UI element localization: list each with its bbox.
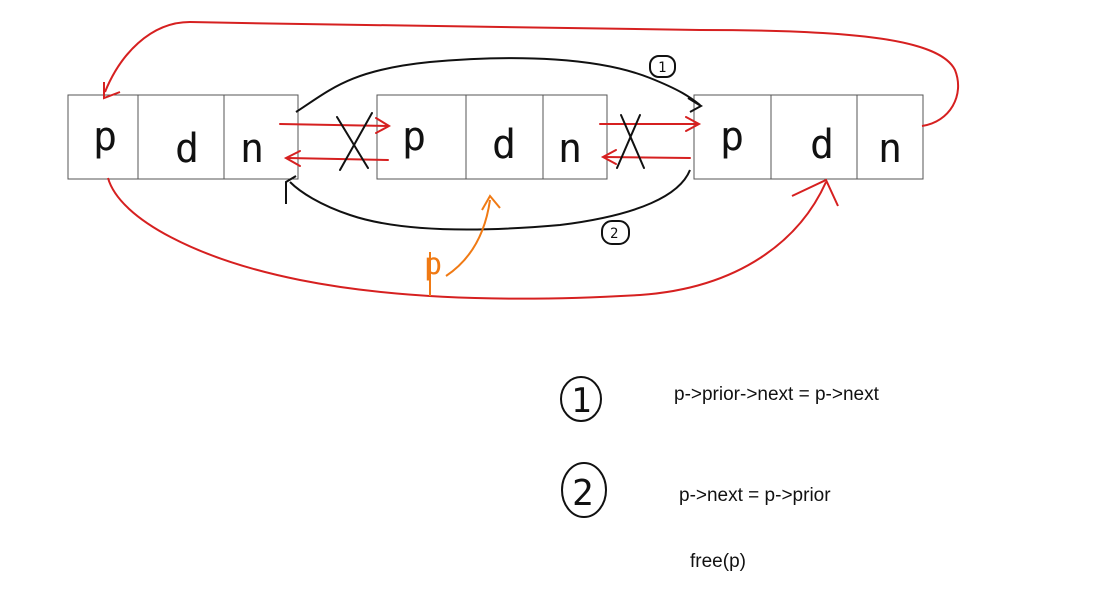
step-2-code: p->next = p->prior [679,485,831,506]
new-next-link-arrowhead [687,97,703,113]
marker-2-small: 2 [601,220,630,245]
arrows-node2-node3 [599,116,702,165]
node-3-next-field: n [878,126,902,172]
step-2-marker: 2 [561,462,607,518]
new-prior-link-curve [289,169,691,231]
node-1-prior-field: p [93,114,117,160]
pointer-p: p [424,194,501,296]
node-1-data-field: d [175,126,199,172]
node-2-data-field: d [492,122,516,168]
cross-mark-left [336,112,373,171]
new-prior-link-arrowhead [285,175,297,204]
outer-link-top [104,20,960,127]
outer-link-top-arrowhead [103,82,121,100]
outer-link-bottom [107,177,827,300]
node-1: p d n [67,94,299,180]
outer-link-bottom-arrowhead [791,178,839,207]
svg-text:1: 1 [571,381,591,421]
new-next-link-curve [295,57,701,113]
svg-text:2: 2 [572,473,594,514]
svg-text:1: 1 [658,60,666,76]
free-code: free(p) [690,551,746,572]
pointer-p-label: p [424,247,442,282]
cross-mark-right [616,114,645,169]
node-2-next-field: n [558,126,582,172]
node-3: p d n [693,94,924,180]
svg-text:2: 2 [610,226,618,242]
arrows-node1-node2 [279,117,392,167]
marker-1-small: 1 [649,55,676,78]
node-1-next-field: n [240,126,264,172]
node-2-prior-field: p [402,114,426,160]
step-1-code: p->prior->next = p->next [674,384,879,405]
node-2: p d n [376,94,608,180]
node-3-data-field: d [810,122,834,168]
step-1-marker: 1 [560,376,602,422]
node-3-prior-field: p [720,114,744,160]
